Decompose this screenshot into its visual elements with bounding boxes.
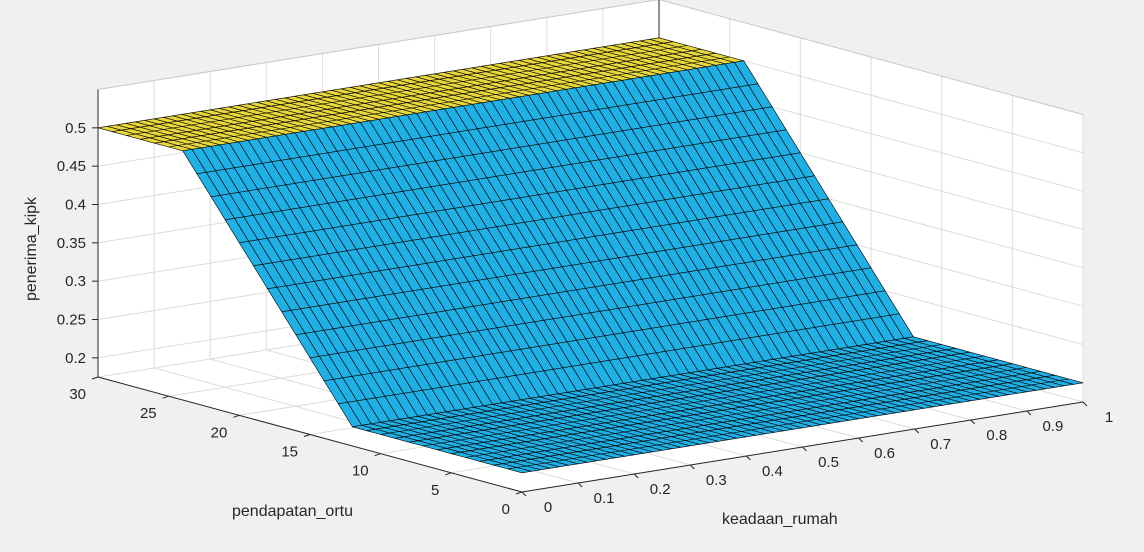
x-axis-label: keadaan_rumah	[722, 511, 838, 528]
x-tick-label: 0.3	[706, 472, 727, 489]
y-tick-label: 10	[352, 463, 369, 480]
x-tick-mark	[577, 482, 583, 488]
x-tick-mark	[633, 473, 639, 479]
x-tick-mark	[1082, 401, 1088, 407]
x-tick-label: 0.6	[874, 445, 895, 462]
x-tick-mark	[746, 455, 751, 461]
y-tick-mark	[515, 491, 523, 495]
surface	[97, 37, 1084, 474]
y-tick-mark	[162, 395, 169, 399]
x-tick-label: 0.7	[930, 436, 951, 453]
z-tick-label: 0.3	[65, 273, 86, 290]
y-tick-label: 25	[140, 405, 157, 422]
y-tick-mark	[233, 414, 240, 418]
tick-labels: 00.10.20.30.40.50.60.70.80.9105101520253…	[57, 120, 1113, 518]
x-tick-label: 0.8	[986, 427, 1007, 444]
y-tick-label: 30	[69, 386, 86, 403]
x-tick-mark	[689, 464, 695, 470]
x-tick-mark	[521, 491, 527, 497]
y-tick-mark	[91, 376, 99, 380]
z-tick-label: 0.45	[57, 158, 86, 175]
x-tick-label: 0.9	[1042, 418, 1063, 435]
x-tick-label: 0	[544, 499, 552, 516]
x-tick-label: 0.2	[650, 481, 671, 498]
x-tick-label: 0.1	[594, 490, 615, 507]
z-tick-label: 0.4	[65, 197, 86, 214]
x-tick-label: 0.4	[762, 463, 783, 480]
z-tick-label: 0.5	[65, 120, 86, 137]
x-tick-mark	[914, 428, 920, 434]
y-tick-label: 0	[502, 501, 510, 518]
x-tick-mark	[802, 446, 807, 452]
z-tick-label: 0.25	[57, 312, 86, 329]
z-axis-label: penerima_kipk	[23, 196, 40, 301]
z-tick-label: 0.2	[65, 350, 86, 367]
z-tick-label: 0.35	[57, 235, 86, 252]
x-tick-mark	[858, 437, 863, 443]
surface-patch	[1059, 378, 1084, 385]
y-tick-mark	[445, 472, 452, 476]
box-top-edge	[97, 0, 1084, 115]
x-tick-mark	[970, 419, 976, 425]
y-tick-label: 15	[281, 444, 298, 461]
y-tick-label: 5	[431, 482, 439, 499]
x-tick-mark	[1026, 410, 1032, 416]
y-tick-label: 20	[211, 424, 228, 441]
x-tick-label: 1	[1105, 409, 1113, 426]
x-tick-label: 0.5	[818, 454, 839, 471]
y-tick-mark	[303, 434, 311, 437]
y-axis-label: pendapatan_ortu	[232, 503, 353, 520]
y-tick-mark	[374, 453, 381, 457]
